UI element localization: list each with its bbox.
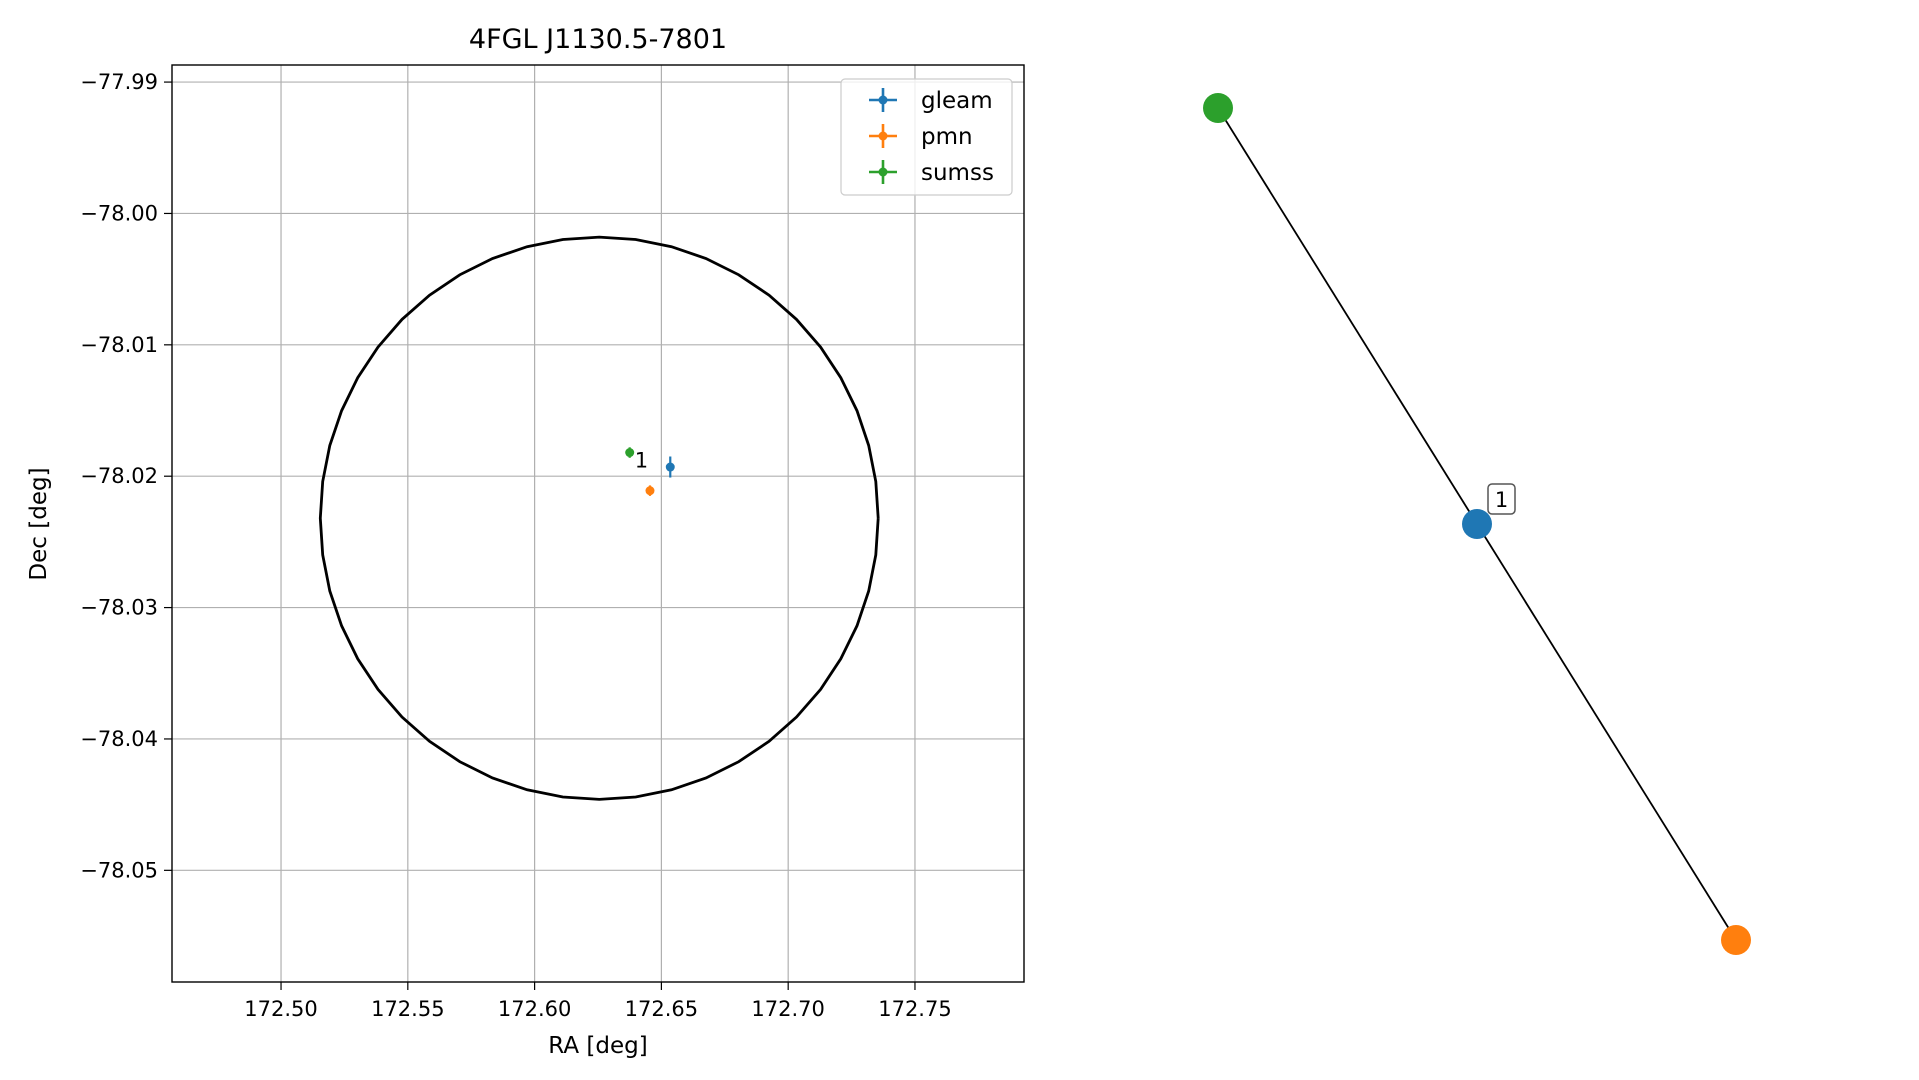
y-tick-label: −78.03 [80, 596, 158, 620]
y-tick-label: −77.99 [80, 70, 158, 94]
legend-label: sumss [921, 160, 994, 186]
grid-lines [172, 65, 1024, 982]
legend: gleam pmn sumss [840, 78, 1013, 196]
y-tick-label: −78.04 [80, 727, 158, 751]
legend-marker-dot [878, 131, 888, 141]
legend-entry-pmn: pmn [869, 124, 973, 150]
x-tick-label: 172.75 [878, 997, 951, 1021]
x-tick-label: 172.50 [244, 997, 317, 1021]
legend-entry-gleam: gleam [869, 88, 993, 114]
graph-edges [1217, 107, 1737, 941]
point-marker [625, 448, 635, 458]
point-pmn [645, 485, 655, 496]
chart-title: 4FGL J1130.5-7801 [469, 24, 727, 55]
legend-marker-dot [878, 95, 888, 105]
y-tick-label: −78.01 [80, 333, 158, 357]
legend-marker-dot [878, 167, 888, 177]
astrometry-chart: 172.50 172.55 172.60 172.65 172.70 172.75 −77… [26, 24, 1025, 1059]
graph-labels: 1 [1487, 483, 1516, 515]
x-tick-label: 172.60 [498, 997, 571, 1021]
y-tick-label: −78.05 [80, 858, 158, 882]
data-points [625, 447, 675, 496]
graph-nodes [1203, 93, 1751, 955]
graph-edge [1476, 523, 1737, 941]
y-ticks: −77.99 −78.00 −78.01 −78.02 −78.03 −78.04 −78.… [80, 70, 172, 882]
x-tick-label: 172.65 [625, 997, 698, 1021]
y-tick-label: −78.02 [80, 464, 158, 488]
x-tick-label: 172.55 [371, 997, 444, 1021]
graph-edge [1217, 107, 1478, 525]
error-ellipse-layer [318, 235, 880, 801]
graph-node-gleam [1462, 509, 1492, 539]
node-label: 1 [1495, 488, 1508, 512]
error-ellipse [318, 235, 880, 801]
y-axis-label: Dec [deg] [26, 467, 52, 580]
point-gleam [665, 456, 675, 478]
match-graph: 1 [1203, 93, 1751, 955]
legend-label: gleam [921, 88, 993, 114]
legend-entry-sumss: sumss [869, 160, 994, 186]
node-label-box [1487, 483, 1516, 515]
x-tick-label: 172.70 [751, 997, 824, 1021]
y-tick-label: −78.00 [80, 201, 158, 225]
legend-label: pmn [921, 124, 973, 150]
axes-frame [171, 64, 1025, 983]
point-marker [645, 486, 655, 496]
graph-node-sumss [1203, 93, 1233, 123]
x-axis-label: RA [deg] [548, 1033, 647, 1059]
x-ticks: 172.50 172.55 172.60 172.65 172.70 172.75 [244, 982, 952, 1021]
point-sumss [625, 447, 635, 458]
graph-node-pmn [1721, 925, 1751, 955]
point-marker [665, 462, 675, 472]
point-annotation: 1 [635, 448, 648, 472]
